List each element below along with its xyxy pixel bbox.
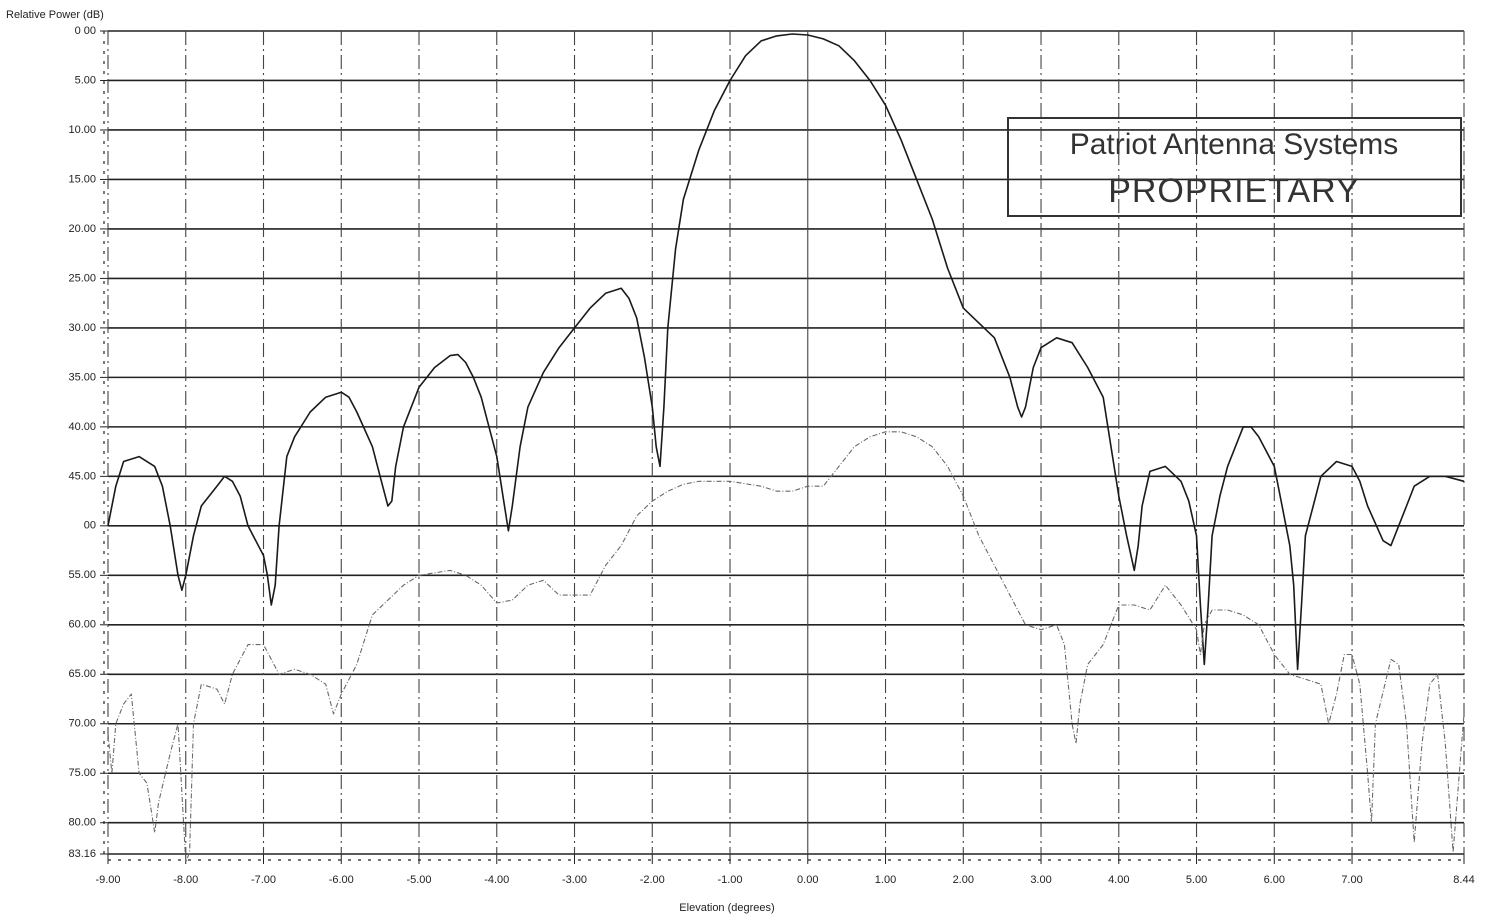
y-tick-label: 70.00 bbox=[68, 718, 96, 730]
y-tick-label: 80.00 bbox=[68, 817, 96, 829]
pattern-line bbox=[107, 33, 1465, 671]
y-tick-label: 0 00 bbox=[75, 25, 96, 37]
x-tick-label: 2.00 bbox=[953, 874, 974, 886]
x-tick-label: 1.00 bbox=[875, 874, 896, 886]
y-tick-label: 00 bbox=[84, 520, 96, 532]
x-tick-label: 0.00 bbox=[797, 874, 818, 886]
x-tick-label: -1.00 bbox=[717, 874, 742, 886]
x-axis-label: Elevation (degrees) bbox=[679, 902, 774, 914]
x-tick-label: -5.00 bbox=[406, 874, 431, 886]
y-axis-label: Relative Power (dB) bbox=[6, 9, 104, 21]
y-tick-label: 83.16 bbox=[68, 848, 96, 860]
x-tick-label: 3.00 bbox=[1030, 874, 1051, 886]
x-tick-label: 4.00 bbox=[1108, 874, 1129, 886]
pattern-line bbox=[107, 431, 1465, 863]
y-tick-label: 35.00 bbox=[68, 371, 96, 383]
y-tick-label: 40.00 bbox=[68, 421, 96, 433]
y-tick-label: 25.00 bbox=[68, 272, 96, 284]
x-tick-label: 8.44 bbox=[1453, 874, 1474, 886]
stamp-label: PROPRIETARY bbox=[1108, 172, 1360, 210]
y-tick-label: 75.00 bbox=[68, 767, 96, 779]
y-tick-label: 65.00 bbox=[68, 668, 96, 680]
x-tick-label: 7.00 bbox=[1341, 874, 1362, 886]
x-tick-label: -9.00 bbox=[95, 874, 120, 886]
y-tick-label: 20.00 bbox=[68, 223, 96, 235]
stamp-company: Patriot Antenna Systems bbox=[1070, 128, 1399, 161]
y-tick-label: 55.00 bbox=[68, 569, 96, 581]
y-tick-label: 15.00 bbox=[68, 173, 96, 185]
x-tick-label: -7.00 bbox=[251, 874, 276, 886]
x-tick-label: -6.00 bbox=[329, 874, 354, 886]
x-tick-label: -8.00 bbox=[173, 874, 198, 886]
y-tick-label: 5.00 bbox=[75, 74, 96, 86]
y-tick-label: 10.00 bbox=[68, 124, 96, 136]
x-tick-label: 5.00 bbox=[1186, 874, 1207, 886]
y-tick-label: 45.00 bbox=[68, 470, 96, 482]
y-tick-label: 60.00 bbox=[68, 619, 96, 631]
x-tick-label: -4.00 bbox=[484, 874, 509, 886]
plot-area: 0 00 5.00 10.00 15.00 20.00 25.00 30.00 35.00 40… bbox=[68, 25, 1474, 886]
x-tick-label: -3.00 bbox=[562, 874, 587, 886]
y-tick-label: 30.00 bbox=[68, 322, 96, 334]
x-tick-label: 6.00 bbox=[1264, 874, 1285, 886]
x-tick-label: -2.00 bbox=[640, 874, 665, 886]
stamp-box bbox=[1007, 117, 1462, 217]
